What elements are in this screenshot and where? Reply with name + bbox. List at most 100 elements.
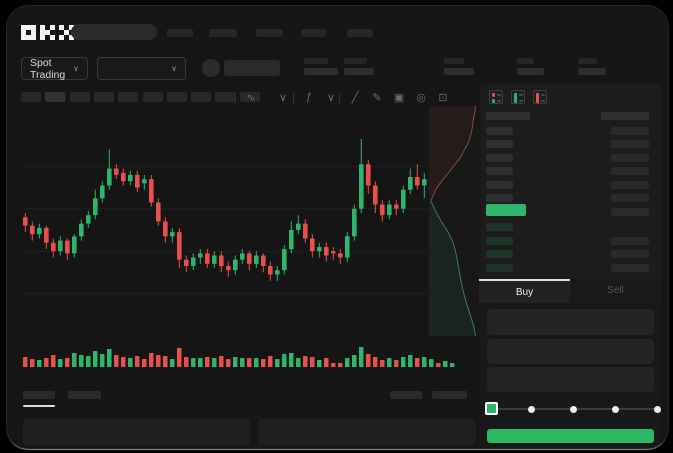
- order-book-header-placeholder[interactable]: [486, 112, 530, 120]
- ask-price-placeholder[interactable]: [486, 140, 513, 149]
- active-tab-underline: [23, 405, 55, 407]
- bid-price-placeholder[interactable]: [486, 223, 513, 231]
- bottom-tab-active[interactable]: [23, 391, 55, 399]
- tab-sell[interactable]: Sell: [570, 279, 661, 303]
- bid-size-placeholder[interactable]: [611, 263, 649, 272]
- slider-handle[interactable]: [485, 402, 498, 415]
- volume-bar: [450, 363, 455, 367]
- candle: [23, 217, 28, 226]
- ask-size-placeholder[interactable]: [611, 153, 649, 162]
- slider-step-dot[interactable]: [527, 405, 535, 413]
- screenshot-icon[interactable]: ▣: [393, 92, 405, 104]
- volume-bar: [352, 355, 357, 367]
- candle: [184, 259, 189, 267]
- volume-bar: [191, 358, 196, 367]
- slider-step-dot[interactable]: [611, 405, 619, 413]
- timeframe-button[interactable]: [191, 92, 212, 102]
- stat-label-placeholder: [517, 58, 534, 64]
- bid-size-placeholder[interactable]: [611, 250, 649, 258]
- ask-price-placeholder[interactable]: [486, 180, 513, 189]
- timeframe-button[interactable]: [21, 92, 41, 102]
- volume-bar: [401, 357, 406, 367]
- trendline-icon[interactable]: ╱: [351, 92, 359, 104]
- volume-bar: [261, 359, 266, 367]
- search-input[interactable]: [71, 24, 157, 40]
- candlestick-chart[interactable]: [21, 104, 431, 342]
- ask-size-placeholder[interactable]: [611, 180, 649, 189]
- slider-step-dot[interactable]: [569, 405, 577, 413]
- volume-bar: [443, 361, 448, 367]
- candle: [51, 242, 56, 252]
- amount-input[interactable]: [487, 339, 654, 364]
- buy-button[interactable]: [487, 429, 654, 443]
- volume-bar: [345, 358, 350, 367]
- ask-price-placeholder[interactable]: [486, 127, 513, 135]
- order-book-bids-icon[interactable]: [511, 90, 525, 104]
- total-input[interactable]: [487, 367, 654, 392]
- fullscreen-icon[interactable]: ⊡: [438, 92, 448, 104]
- nav-item-placeholder[interactable]: [301, 29, 326, 37]
- settings-icon[interactable]: ◎: [416, 92, 426, 104]
- volume-bar: [23, 357, 28, 367]
- candle: [233, 259, 238, 271]
- nav-item-placeholder[interactable]: [347, 29, 373, 37]
- nav-item-placeholder[interactable]: [209, 29, 237, 37]
- bottom-action-placeholder[interactable]: [390, 391, 422, 399]
- timeframe-button[interactable]: [93, 92, 114, 102]
- bottom-action-placeholder[interactable]: [432, 391, 467, 399]
- pair-dropdown[interactable]: ∨: [97, 57, 186, 80]
- stat-value-placeholder: [344, 68, 374, 75]
- order-book-asks-icon[interactable]: [533, 90, 547, 104]
- ask-size-placeholder[interactable]: [611, 208, 649, 216]
- candle: [156, 202, 161, 222]
- ask-price-placeholder[interactable]: [486, 167, 513, 176]
- depth-chart: [429, 106, 477, 337]
- timeframe-button[interactable]: [45, 92, 66, 102]
- candle: [65, 240, 70, 254]
- candle: [422, 179, 427, 186]
- ask-price-placeholder[interactable]: [486, 194, 513, 202]
- timeframe-button[interactable]: [69, 92, 90, 102]
- chart-type-icon[interactable]: ∿: [246, 92, 256, 104]
- drawing-tools-icon[interactable]: ✎: [372, 92, 382, 104]
- stat-value-placeholder: [578, 68, 606, 75]
- volume-bar: [331, 363, 336, 367]
- bid-price-placeholder[interactable]: [486, 250, 513, 258]
- chevron-down-icon[interactable]: ∨: [326, 92, 336, 104]
- candle: [121, 172, 126, 182]
- nav-item-placeholder[interactable]: [167, 29, 193, 37]
- order-book-header-placeholder[interactable]: [601, 112, 649, 120]
- indicators-icon[interactable]: ƒ: [305, 91, 313, 103]
- chevron-down-icon[interactable]: ∨: [278, 92, 288, 104]
- volume-bar: [317, 360, 322, 367]
- candle: [373, 185, 378, 205]
- timeframe-button[interactable]: [118, 92, 139, 102]
- nav-item-placeholder[interactable]: [256, 29, 283, 37]
- ask-size-placeholder[interactable]: [611, 140, 649, 149]
- bid-size-placeholder[interactable]: [611, 236, 649, 245]
- order-book-combined-icon[interactable]: [489, 90, 503, 104]
- timeframe-button[interactable]: [166, 92, 187, 102]
- candle: [191, 257, 196, 267]
- price-input[interactable]: [487, 309, 654, 335]
- bid-price-placeholder[interactable]: [486, 236, 513, 245]
- ask-price-placeholder[interactable]: [486, 153, 513, 162]
- candle: [37, 227, 42, 235]
- tab-buy[interactable]: Buy: [479, 279, 570, 303]
- last-price-highlight[interactable]: [486, 204, 526, 216]
- bottom-tab[interactable]: [68, 391, 101, 399]
- timeframe-button[interactable]: [215, 92, 236, 102]
- ask-size-placeholder[interactable]: [611, 167, 649, 176]
- volume-bar: [212, 358, 217, 367]
- timeframe-button[interactable]: [142, 92, 163, 102]
- bid-price-placeholder[interactable]: [486, 263, 513, 272]
- volume-bar: [408, 355, 413, 367]
- volume-bar: [247, 358, 252, 367]
- ask-size-placeholder[interactable]: [611, 127, 649, 135]
- slider-step-dot[interactable]: [653, 405, 661, 413]
- volume-bar: [79, 355, 84, 367]
- market-type-dropdown[interactable]: Spot Trading ∨: [21, 57, 88, 81]
- ask-size-placeholder[interactable]: [611, 194, 649, 202]
- timeframe-button[interactable]: [239, 92, 260, 102]
- app-window: Spot Trading ∨ ∨ ∿ ∨ ƒ ∨ ╱ ✎ ▣ ◎ ⊡: [6, 5, 669, 449]
